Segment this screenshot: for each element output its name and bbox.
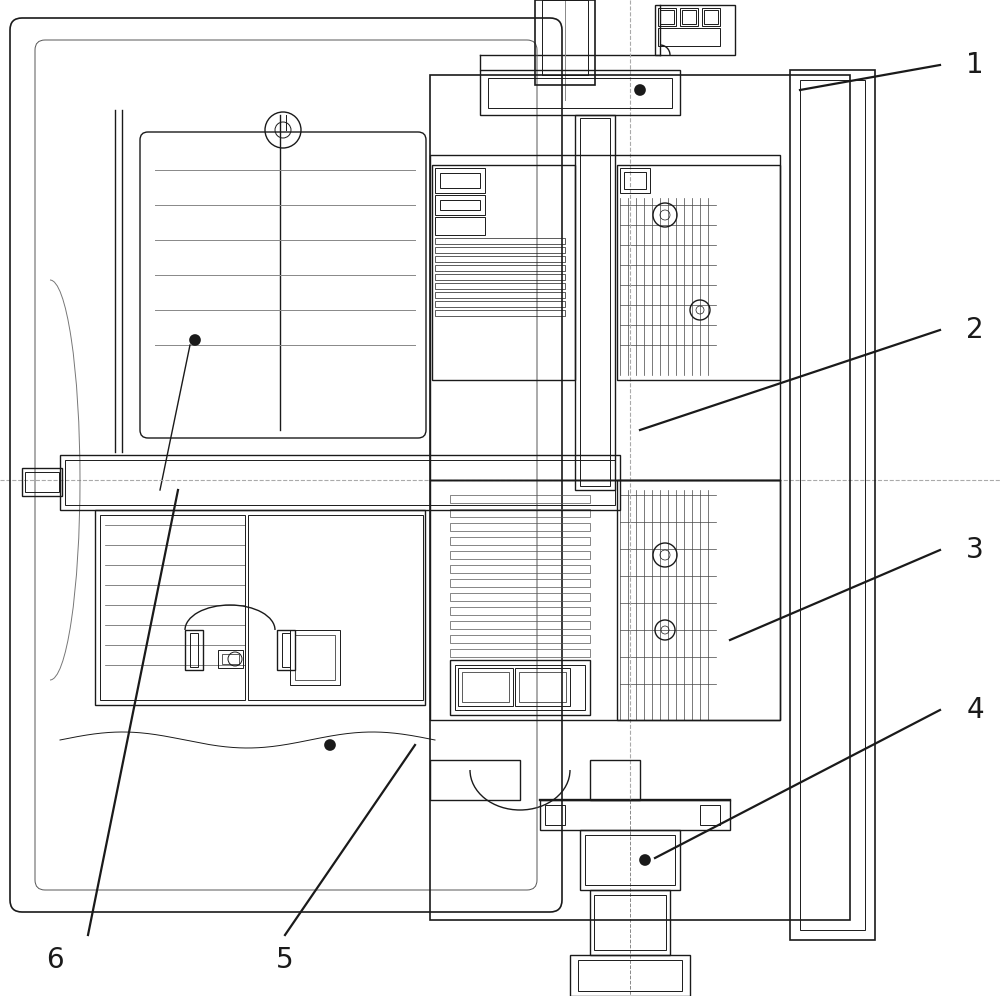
Bar [790,70,875,940]
Bar [25,472,59,492]
Bar [658,28,720,46]
Bar [190,633,198,667]
Bar [290,630,340,685]
Bar [435,195,485,215]
Bar [450,607,590,615]
Bar [435,283,565,289]
Bar [185,630,203,670]
Bar [450,660,590,715]
Bar [435,247,565,253]
Bar [450,523,590,531]
Bar [800,80,865,930]
Bar [682,10,696,24]
Bar [540,800,730,830]
Bar [458,668,513,706]
Bar [617,165,780,380]
Bar [222,654,239,664]
Bar [95,510,425,705]
Text: 4: 4 [966,696,984,724]
Bar [580,830,680,890]
Bar [545,805,565,825]
Bar [60,455,620,510]
Bar [430,480,780,720]
Bar [435,217,485,235]
Bar [435,274,565,280]
Bar [430,760,520,800]
Bar [295,635,335,680]
Bar [594,895,666,950]
Bar [570,955,690,996]
Text: 1: 1 [966,51,984,79]
Bar [660,10,674,24]
Bar [704,10,718,24]
Circle shape [190,335,200,345]
Bar [542,0,588,75]
Bar [435,265,565,271]
Bar [585,835,675,885]
Bar [617,480,780,720]
Bar [702,8,720,26]
Bar [590,890,670,955]
Bar [450,509,590,517]
Bar [435,238,565,244]
Bar [590,760,640,800]
Bar [435,310,565,316]
Bar [432,165,575,380]
Bar [450,593,590,601]
Bar [620,168,650,193]
Bar [450,649,590,657]
Bar [519,672,566,702]
Bar [100,515,245,700]
Bar [450,621,590,629]
Bar [655,5,735,55]
Text: 3: 3 [966,536,984,564]
Circle shape [635,85,645,95]
Bar [515,668,570,706]
Bar [440,200,480,210]
Bar [440,173,480,188]
Circle shape [325,740,335,750]
Bar [277,630,295,670]
Bar [430,75,850,920]
Bar [480,70,680,115]
Bar [435,168,485,193]
Bar [435,301,565,307]
Bar [450,635,590,643]
Bar [578,960,682,991]
Bar [462,672,509,702]
Text: 6: 6 [46,946,64,974]
Bar [435,256,565,262]
Bar [450,565,590,573]
Bar [435,292,565,298]
Text: 5: 5 [276,946,294,974]
Bar [430,155,780,480]
Bar [248,515,423,700]
Bar [535,0,595,85]
Bar [450,579,590,587]
Bar [575,115,615,490]
Bar [680,8,698,26]
Bar [455,665,585,710]
Text: 2: 2 [966,316,984,344]
Bar [282,633,290,667]
Bar [22,468,62,496]
Bar [450,537,590,545]
Bar [488,78,672,108]
Bar [580,118,610,486]
Bar [700,805,720,825]
Bar [450,551,590,559]
Bar [624,172,646,189]
Circle shape [640,855,650,865]
Bar [218,650,243,668]
Bar [65,460,615,505]
Bar [658,8,676,26]
Bar [450,495,590,503]
